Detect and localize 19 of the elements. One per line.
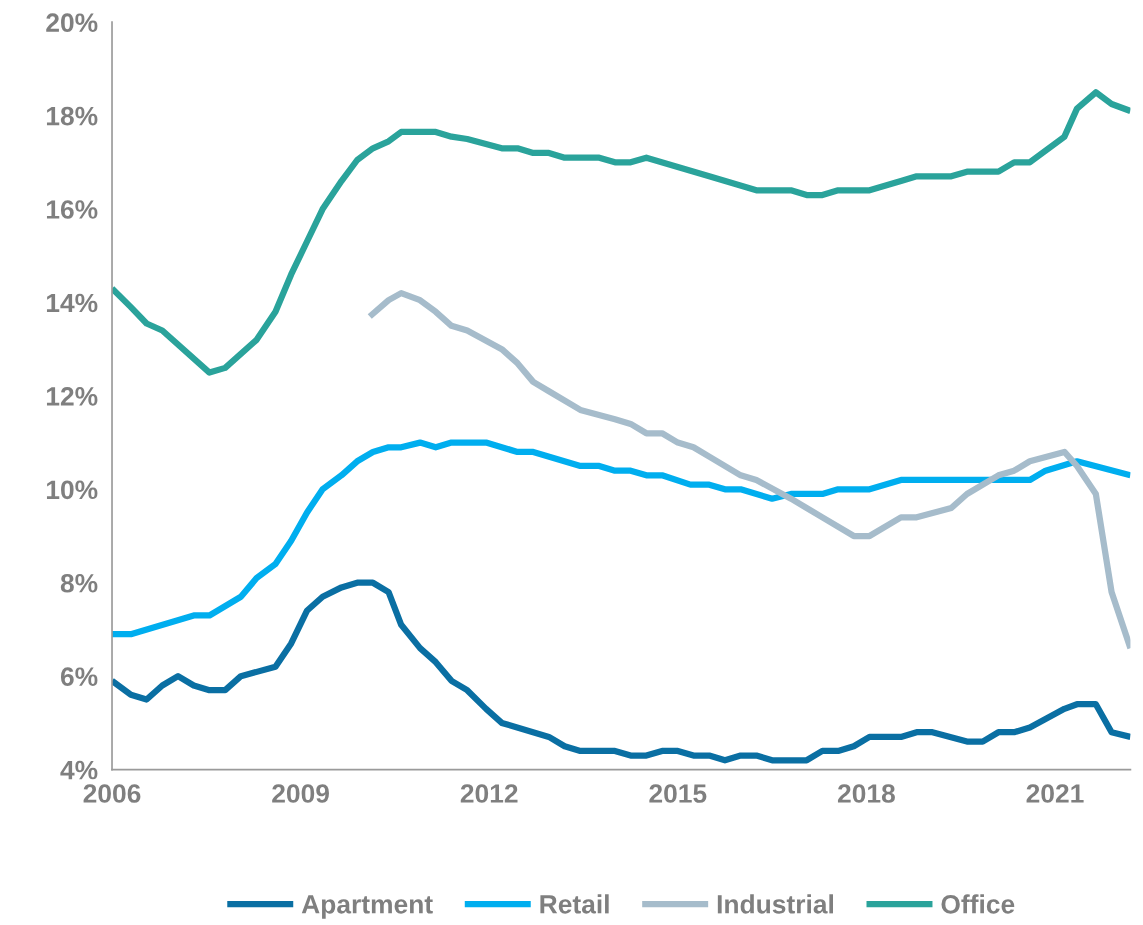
y-tick-label: 12% (46, 387, 98, 406)
legend-label: Industrial (717, 894, 833, 914)
y-tick-label: 6% (60, 667, 98, 686)
x-tick-label: 2021 (1026, 784, 1084, 803)
x-tick-label: 2006 (83, 784, 141, 803)
y-tick-label: 8% (60, 573, 98, 593)
y-tick-label: 10% (46, 480, 98, 500)
y-tick-label: 18% (46, 106, 98, 126)
y-tick-label: 20% (46, 13, 98, 33)
legend-label: Office (941, 894, 1015, 914)
legend-label: Apartment (301, 895, 433, 919)
y-tick-label: 4% (60, 760, 98, 780)
legend-label: Retail (540, 894, 609, 914)
y-tick-label: 14% (46, 293, 98, 313)
x-tick-label: 2015 (649, 784, 707, 803)
x-tick-label: 2009 (272, 784, 329, 803)
x-tick-label: 2018 (837, 784, 895, 803)
x-tick-label: 2012 (460, 784, 518, 803)
y-tick-label: 16% (46, 200, 98, 219)
